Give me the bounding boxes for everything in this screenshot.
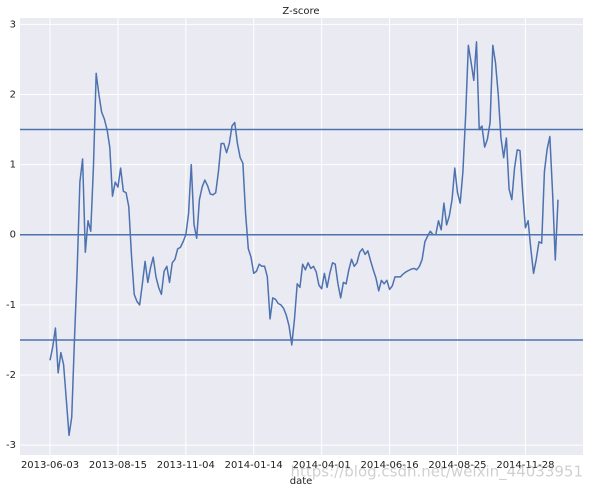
x-tick-label: 2014-04-01 (293, 460, 351, 471)
y-tick-label: 2 (10, 89, 16, 100)
y-tick-label: -1 (6, 300, 16, 311)
y-tick-label: 3 (10, 19, 16, 30)
x-tick-label: 2014-08-25 (428, 460, 486, 471)
x-tick-label: 2014-11-28 (496, 460, 554, 471)
x-tick-label: 2013-08-15 (89, 460, 147, 471)
y-tick-label: 0 (10, 230, 16, 241)
chart-title: Z-score (282, 6, 319, 17)
y-tick-label: -2 (6, 370, 16, 381)
y-tick-label: 1 (10, 160, 16, 171)
x-tick-label: 2014-01-14 (225, 460, 283, 471)
plot-background (20, 18, 583, 455)
y-tick-label: -3 (6, 440, 16, 451)
line (49, 41, 559, 437)
x-axis-label: date (290, 476, 313, 487)
x-tick-label: 2014-06-16 (361, 460, 419, 471)
x-tick-label: 2013-06-03 (21, 460, 79, 471)
watermark: https://blog.csdn.net/weixin_44033951 (290, 463, 583, 482)
x-tick-label: 2013-11-04 (157, 460, 215, 471)
